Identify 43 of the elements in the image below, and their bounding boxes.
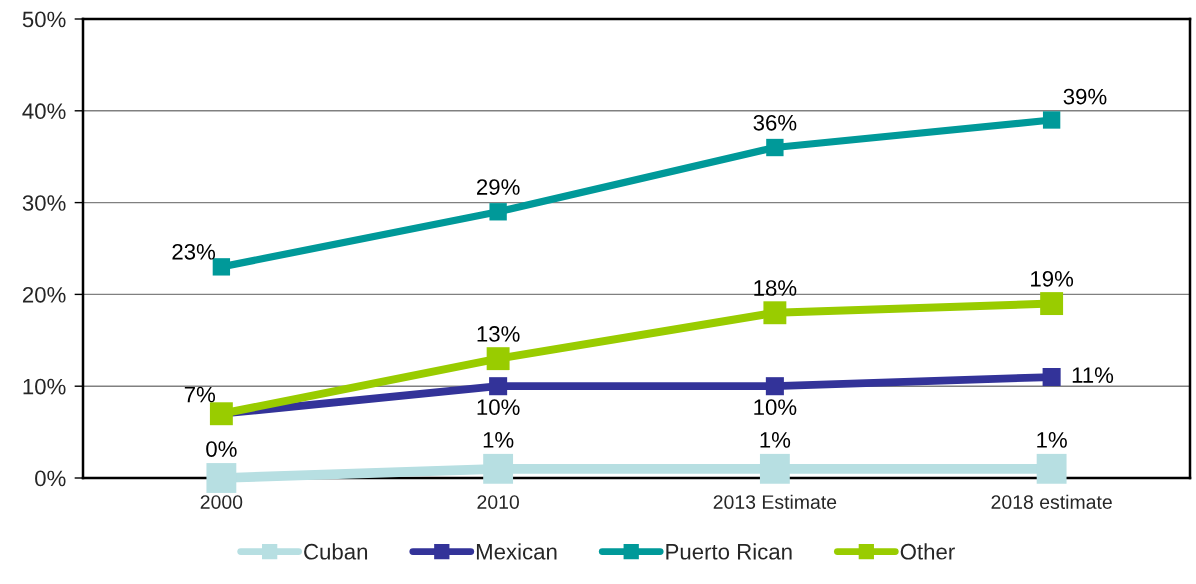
- y-tick-label: 0%: [35, 470, 66, 487]
- data-label: 11%: [1072, 367, 1114, 383]
- legend-label: Other: [900, 543, 955, 560]
- x-tick-label: 2000: [200, 495, 243, 509]
- y-tick-label: 10%: [23, 378, 66, 395]
- data-label: 1%: [1037, 432, 1067, 448]
- legend-label: Cuban: [304, 543, 368, 560]
- point: [206, 463, 237, 493]
- data-label: 10%: [477, 399, 520, 416]
- point: [212, 258, 231, 276]
- x-tick-label: 2013 Estimate: [713, 494, 837, 509]
- data-label: 1%: [483, 432, 514, 448]
- data-label: 13%: [477, 326, 520, 342]
- point: [1040, 292, 1064, 316]
- point: [1042, 367, 1061, 387]
- y-tick-label: 30%: [22, 195, 66, 211]
- legend-label: Puerto Rican: [666, 543, 792, 560]
- data-label: 36%: [753, 114, 797, 131]
- data-label: 29%: [477, 179, 520, 195]
- point: [766, 138, 784, 157]
- legend-label: Mexican: [476, 543, 557, 560]
- point: [486, 347, 510, 371]
- data-label: 1%: [760, 432, 791, 448]
- x-tick-label: 2010: [477, 495, 519, 509]
- point: [1042, 111, 1061, 129]
- data-label: 7%: [184, 386, 216, 403]
- y-tick-label: 50%: [22, 11, 66, 28]
- point: [1036, 453, 1067, 484]
- data-label: 0%: [206, 441, 237, 457]
- data-label: 18%: [754, 280, 797, 296]
- point: [765, 377, 784, 396]
- data-label: 10%: [754, 399, 797, 416]
- point: [763, 301, 787, 325]
- point: [489, 377, 508, 396]
- data-label: 23%: [172, 243, 216, 260]
- point: [759, 453, 790, 484]
- point: [483, 453, 514, 484]
- y-tick-label: 40%: [22, 103, 66, 120]
- y-tick-label: 20%: [22, 286, 66, 303]
- data-label: 39%: [1063, 88, 1107, 105]
- data-label: 19%: [1031, 270, 1074, 287]
- x-tick-label: 2018 estimate: [991, 494, 1112, 509]
- point: [489, 203, 507, 221]
